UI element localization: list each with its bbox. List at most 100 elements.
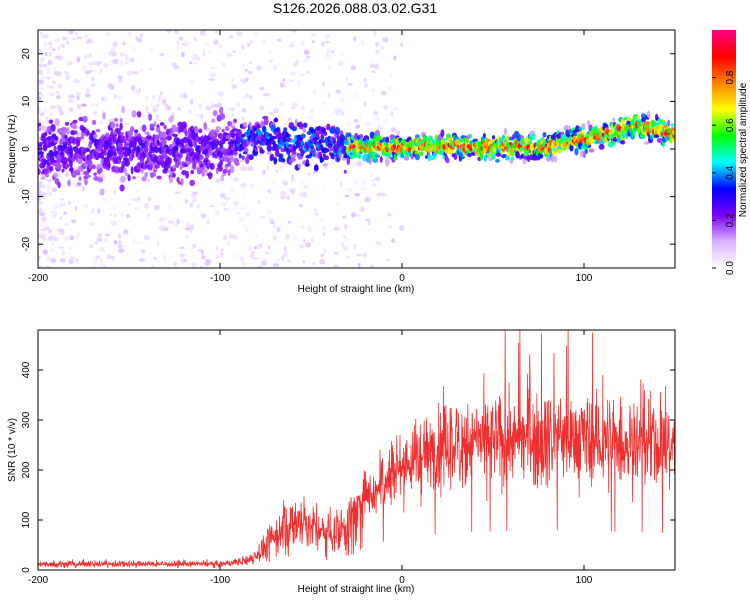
- spectrogram-noise-blob: [344, 194, 350, 198]
- spectrogram-ridge-blob: [243, 148, 249, 153]
- spectrogram-noise-blob: [38, 94, 42, 97]
- spectrogram-ridge-blob: [132, 176, 136, 180]
- spectrogram-ridge-blob: [53, 172, 59, 178]
- spectrogram-ridge-blob: [263, 117, 269, 126]
- spectrogram-noise-blob: [367, 220, 371, 226]
- spectrogram-ridge-blob: [414, 153, 421, 161]
- spectrogram-ridge-blob: [177, 153, 183, 159]
- spectrogram-noise-blob: [186, 222, 191, 227]
- spectrogram-noise-blob: [242, 79, 246, 84]
- spectrogram-noise-blob: [38, 221, 43, 227]
- spectrogram-ridge-blob: [64, 134, 68, 140]
- spectrogram-noise-blob: [257, 200, 261, 204]
- spectrogram-noise-blob: [307, 226, 312, 233]
- spectrogram-ridge-blob: [156, 175, 162, 180]
- spectrogram-noise-blob: [85, 87, 91, 94]
- spectrogram-ridge-blob: [318, 139, 323, 145]
- spectrogram-noise-blob: [147, 196, 152, 202]
- spectrogram-noise-blob: [253, 31, 259, 36]
- spectrogram-noise-blob: [68, 259, 74, 265]
- spectrogram-noise-blob: [375, 41, 379, 48]
- spectrogram-noise-blob: [60, 44, 65, 49]
- spectrogram-noise-blob: [83, 204, 89, 208]
- spectrogram-noise-blob: [371, 89, 375, 92]
- spectrogram-noise-blob: [267, 189, 271, 193]
- spectrogram-noise-blob: [43, 41, 49, 46]
- spectrogram-ridge-blob: [217, 132, 223, 139]
- spectrogram-noise-blob: [303, 58, 309, 63]
- spectrogram-noise-blob: [48, 179, 55, 183]
- spectrogram-ridge-blob: [120, 135, 126, 140]
- spectrogram-ridge-blob: [581, 123, 586, 129]
- spectrogram-ridge-blob: [271, 135, 277, 140]
- spectrogram-ridge-blob: [121, 105, 125, 114]
- spectrogram-noise-blob: [143, 234, 150, 241]
- spectrogram-ridge-blob: [75, 140, 81, 147]
- spectrogram-noise-blob: [312, 261, 315, 266]
- spectrogram-ridge-blob: [183, 163, 189, 168]
- colorbar-label: Normalized spectral amplitude: [738, 82, 749, 217]
- spectrogram-noise-blob: [101, 109, 105, 114]
- colorbar-tick-label: 0.8: [725, 70, 736, 84]
- spectrogram-noise-blob: [285, 233, 290, 240]
- spectrogram-noise-blob: [291, 106, 296, 110]
- spectrogram-noise-blob: [345, 77, 349, 81]
- spectrogram-noise-blob: [118, 240, 122, 245]
- spectrogram-noise-blob: [191, 262, 197, 268]
- spectrogram-ridge-blob: [423, 135, 428, 143]
- spectrogram-noise-blob: [276, 38, 282, 42]
- spectrogram-noise-blob: [97, 191, 101, 197]
- spectrogram-noise-blob: [114, 214, 117, 217]
- spectrogram-noise-blob: [213, 39, 219, 46]
- spectrogram-noise-blob: [153, 257, 157, 260]
- spectrogram-noise-blob: [384, 38, 389, 43]
- spectrogram-noise-blob: [369, 264, 375, 268]
- spectrogram-ridge-blob: [114, 117, 119, 122]
- spectrogram-ridge-blob: [445, 157, 450, 164]
- spectrogram-ridge-blob: [189, 179, 196, 187]
- spectrogram-noise-blob: [369, 64, 375, 68]
- spectrogram-ridge-blob: [274, 117, 279, 123]
- spectrogram-noise-blob: [153, 204, 160, 210]
- spectrogram-noise-blob: [76, 36, 83, 40]
- spectrogram-ridge-blob: [334, 126, 341, 135]
- spectrogram-noise-blob: [306, 70, 310, 74]
- spectrogram-ridge-blob: [39, 141, 43, 147]
- spectrogram-noise-blob: [114, 94, 117, 99]
- spectrogram-noise-blob: [125, 213, 131, 219]
- spectrogram-ridge-blob: [230, 146, 236, 151]
- spectrogram-noise-blob: [106, 254, 112, 260]
- spectrogram-ridge-blob: [323, 131, 328, 136]
- spectrogram-ridge-blob: [198, 154, 204, 161]
- spectrogram-noise-blob: [44, 52, 48, 57]
- spectrogram-ridge-blob: [185, 170, 190, 179]
- spectrogram-noise-blob: [88, 244, 94, 249]
- spectrogram-noise-blob: [282, 180, 288, 186]
- spectrogram-noise-blob: [356, 112, 363, 117]
- spectrogram-ridge-blob: [190, 170, 195, 174]
- spectrogram-noise-blob: [311, 40, 315, 43]
- spectrogram-noise-blob: [253, 246, 258, 250]
- spectrogram-noise-blob: [275, 169, 279, 173]
- spectrogram-noise-blob: [331, 112, 335, 115]
- spectrogram-noise-blob: [140, 249, 146, 254]
- spectrogram-ridge-blob: [304, 163, 310, 167]
- spectrogram-noise-blob: [289, 71, 296, 76]
- spectrogram-noise-blob: [165, 30, 172, 33]
- spectrogram-ridge-blob: [99, 188, 105, 196]
- spectrogram-noise-blob: [360, 186, 366, 192]
- spectrogram-noise-blob: [303, 49, 310, 55]
- spectrogram-ridge-blob: [153, 121, 157, 127]
- spectrogram-ridge-blob: [146, 156, 150, 164]
- spectrogram-noise-blob: [251, 256, 258, 260]
- spectrogram-ridge-blob: [63, 157, 69, 163]
- spectrogram-ridge-blob: [107, 163, 111, 168]
- spectrogram-ridge-blob: [653, 134, 660, 139]
- spectrogram-noise-blob: [38, 48, 42, 52]
- spectrogram-noise-blob: [117, 244, 124, 249]
- spectrogram-noise-blob: [58, 232, 62, 236]
- spectrogram-noise-blob: [273, 107, 279, 114]
- spectrogram-x-axis-label: Height of straight line (km): [298, 284, 415, 295]
- spectrogram-noise-blob: [357, 262, 361, 268]
- y-tick-label: -20: [21, 237, 32, 252]
